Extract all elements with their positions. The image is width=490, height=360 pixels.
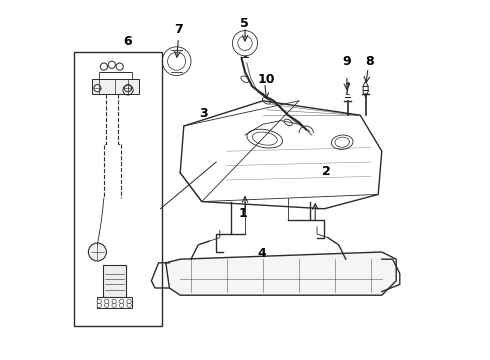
Circle shape <box>104 299 109 303</box>
Text: 9: 9 <box>342 55 351 68</box>
Circle shape <box>88 243 106 261</box>
Circle shape <box>127 303 131 307</box>
Circle shape <box>97 303 101 307</box>
Text: 1: 1 <box>239 207 247 220</box>
Text: 7: 7 <box>174 23 183 36</box>
Text: 6: 6 <box>123 35 132 48</box>
Circle shape <box>108 61 116 68</box>
Circle shape <box>120 299 124 303</box>
Text: 8: 8 <box>365 55 373 68</box>
FancyBboxPatch shape <box>74 52 162 326</box>
Bar <box>92 79 139 94</box>
Text: 3: 3 <box>199 107 208 120</box>
Circle shape <box>116 63 123 70</box>
Circle shape <box>120 303 124 307</box>
Text: 10: 10 <box>258 73 275 86</box>
Circle shape <box>127 299 131 303</box>
Circle shape <box>112 299 116 303</box>
Circle shape <box>97 299 101 303</box>
Text: 2: 2 <box>321 165 330 177</box>
Polygon shape <box>166 252 396 295</box>
Bar <box>103 265 126 297</box>
Circle shape <box>100 63 107 70</box>
Text: 4: 4 <box>258 247 267 260</box>
Circle shape <box>104 303 109 307</box>
Circle shape <box>112 303 116 307</box>
Bar <box>98 297 132 308</box>
Text: 5: 5 <box>240 17 248 30</box>
